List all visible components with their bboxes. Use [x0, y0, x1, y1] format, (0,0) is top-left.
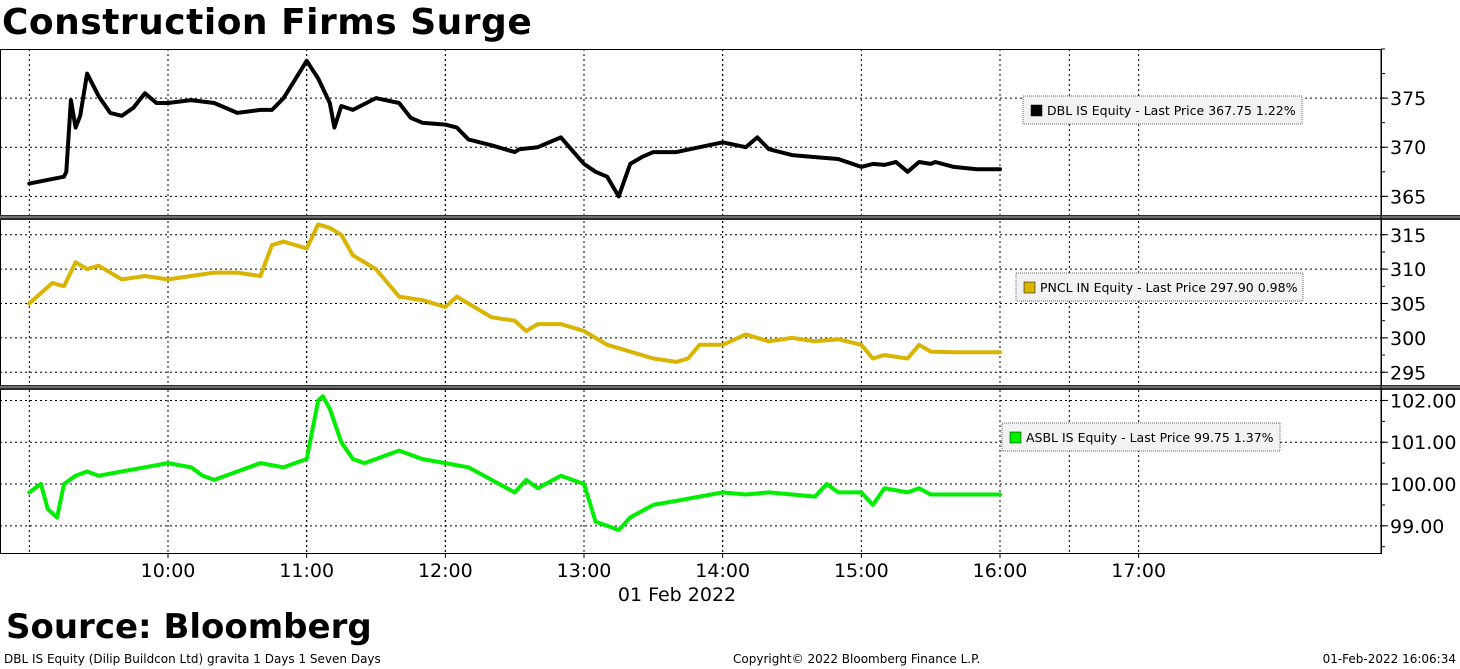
legend-layer: DBL IS Equity - Last Price 367.75 1.22% P… — [1001, 95, 1304, 452]
panel-dividers — [0, 215, 1460, 390]
series-line-1 — [27, 58, 1002, 199]
y-tick-label: 305 — [1390, 294, 1426, 316]
y-tick-label: 365 — [1390, 186, 1426, 208]
y-tick-label: 101.00 — [1390, 432, 1456, 454]
y-tick-label: 102.00 — [1390, 390, 1456, 412]
series-layer — [27, 58, 1002, 532]
legend-swatch — [1023, 281, 1036, 294]
y-tick-label: 295 — [1390, 362, 1426, 384]
x-tick-label: 11:00 — [279, 560, 334, 582]
series-line-2 — [27, 222, 1002, 364]
source-caption: Source: Bloomberg — [6, 607, 372, 647]
y-tick-label: 300 — [1390, 328, 1426, 350]
x-tick-label: 14:00 — [695, 560, 750, 582]
y-tick-label: 99.00 — [1390, 516, 1444, 538]
legend-2: PNCL IN Equity - Last Price 297.90 0.98% — [1015, 272, 1304, 302]
footer-timestamp: 01-Feb-2022 16:06:34 — [1322, 652, 1456, 666]
x-tick-label: 16:00 — [973, 560, 1028, 582]
legend-label: DBL IS Equity - Last Price 367.75 1.22% — [1047, 103, 1296, 118]
legend-1: DBL IS Equity - Last Price 367.75 1.22% — [1022, 95, 1303, 125]
legend-swatch — [1030, 104, 1043, 117]
x-tick-label: 17:00 — [1111, 560, 1166, 582]
legend-box — [1001, 422, 1281, 452]
legend-label: ASBL IS Equity - Last Price 99.75 1.37% — [1026, 430, 1274, 445]
y-tick-label: 100.00 — [1390, 474, 1456, 496]
y-tick-label: 315 — [1390, 225, 1426, 247]
legend-swatch — [1009, 431, 1022, 444]
y-tick-label: 375 — [1390, 88, 1426, 110]
chart-title: Construction Firms Surge — [2, 2, 533, 43]
x-tick-label: 10:00 — [141, 560, 196, 582]
axis-layer: 10:00 11:00 12:00 13:00 14:00 15:00 16:00 17:00… — [141, 48, 1456, 582]
x-tick-label: 15:00 — [834, 560, 889, 582]
legend-box — [1022, 95, 1303, 125]
y-tick-label: 310 — [1390, 259, 1426, 281]
x-tick-label: 12:00 — [418, 560, 473, 582]
legend-3: ASBL IS Equity - Last Price 99.75 1.37% — [1001, 422, 1281, 452]
footer-copyright: Copyright© 2022 Bloomberg Finance L.P. — [733, 652, 981, 666]
x-tick-label: 13:00 — [557, 560, 612, 582]
y-tick-label: 370 — [1390, 137, 1426, 159]
series-line-3 — [27, 394, 1002, 532]
grid-layer — [0, 49, 1382, 554]
legend-box — [1015, 272, 1304, 302]
footer-security-description: DBL IS Equity (Dilip Buildcon Ltd) gravi… — [4, 652, 381, 666]
x-axis-date-label: 01 Feb 2022 — [618, 584, 736, 606]
legend-label: PNCL IN Equity - Last Price 297.90 0.98% — [1040, 280, 1298, 295]
